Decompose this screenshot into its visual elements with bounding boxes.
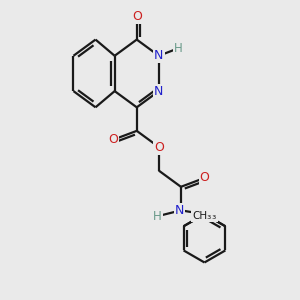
Text: O: O bbox=[200, 172, 209, 184]
Text: N: N bbox=[175, 204, 184, 217]
Text: H: H bbox=[174, 42, 182, 55]
Text: CH₃: CH₃ bbox=[197, 211, 217, 221]
Text: O: O bbox=[154, 141, 164, 154]
Text: O: O bbox=[108, 133, 118, 146]
Text: CH₃: CH₃ bbox=[192, 211, 212, 221]
Text: N: N bbox=[154, 85, 164, 98]
Text: N: N bbox=[154, 49, 164, 62]
Text: O: O bbox=[132, 10, 142, 22]
Text: H: H bbox=[153, 210, 162, 223]
